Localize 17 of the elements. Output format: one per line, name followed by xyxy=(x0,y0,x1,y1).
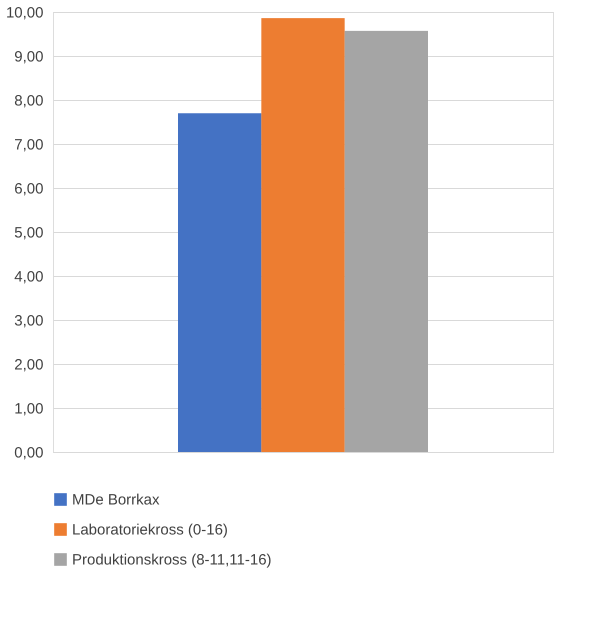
y-tick-label: 2,00 xyxy=(14,356,44,374)
legend-label: MDe Borrkax xyxy=(72,492,160,508)
y-tick-label: 7,00 xyxy=(14,136,44,154)
legend-label: Laboratoriekross (0-16) xyxy=(72,522,228,538)
y-tick-label: 1,00 xyxy=(14,400,44,418)
y-tick-label: 6,00 xyxy=(14,180,44,198)
bar xyxy=(261,18,345,452)
y-tick-label: 4,00 xyxy=(14,268,44,286)
bar xyxy=(178,113,262,452)
legend-label: Produktionskross (8-11,11-16) xyxy=(72,552,272,568)
bar xyxy=(344,30,428,452)
y-tick-label: 0,00 xyxy=(14,444,44,462)
y-tick-label: 5,00 xyxy=(14,224,44,242)
y-tick-label: 3,00 xyxy=(14,312,44,330)
y-tick-label: 9,00 xyxy=(14,48,44,66)
y-tick-label: 10,00 xyxy=(6,4,44,22)
y-tick-label: 8,00 xyxy=(14,92,44,110)
